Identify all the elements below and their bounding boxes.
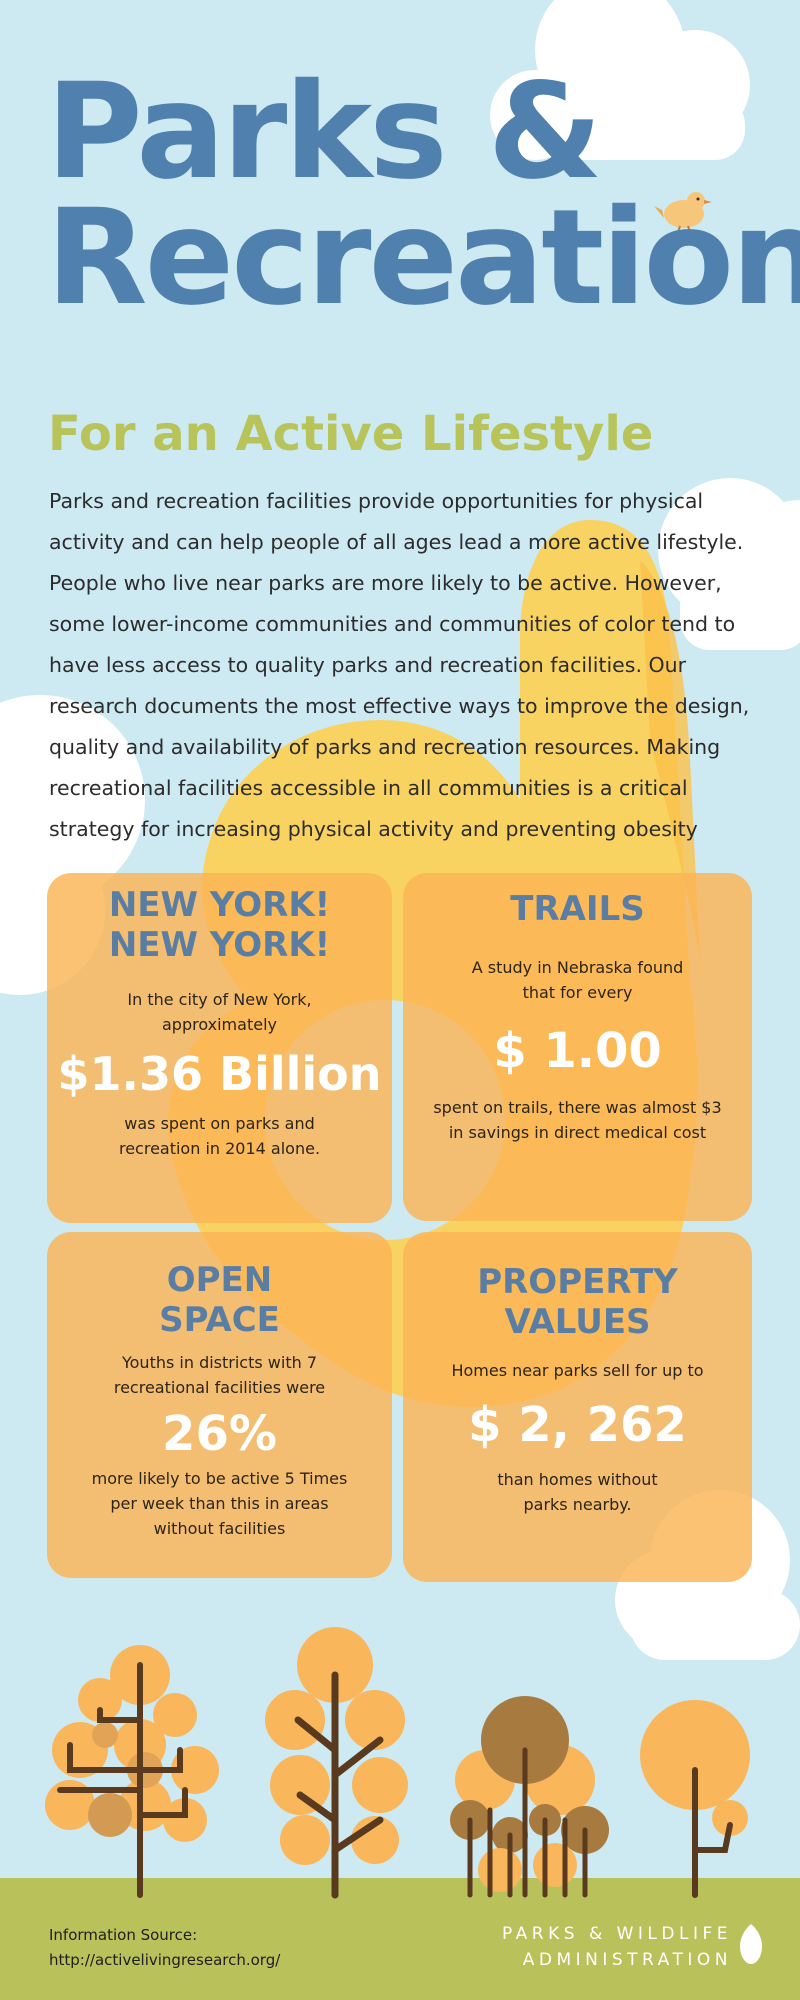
card-text-after: more likely to be active 5 Times per wee… <box>91 1469 348 1538</box>
card-new-york: NEW YORK! NEW YORK! In the city of New Y… <box>47 873 392 1223</box>
page-title-line-1: Parks & <box>46 55 603 209</box>
brand-line-1: PARKS & WILDLIFE <box>502 1924 732 1944</box>
card-stat: 26% <box>162 1406 277 1462</box>
tree-4 <box>640 1700 750 1898</box>
ground-strip <box>0 1878 800 2000</box>
card-text-before: A study in Nebraska found that for every <box>471 958 684 1002</box>
source-label: Information Source: <box>49 1926 198 1944</box>
card-text-before: Youths in districts with 7 recreational … <box>113 1353 326 1397</box>
brand-line-2: ADMINISTRATION <box>522 1950 732 1970</box>
card-text-before: In the city of New York, approximately <box>127 990 312 1034</box>
card-trails: TRAILS A study in Nebraska found that fo… <box>403 873 752 1221</box>
card-stat: $ 2, 262 <box>468 1397 687 1453</box>
trees-illustration <box>45 1627 750 1899</box>
card-title: OPEN SPACE <box>159 1260 280 1340</box>
source-url: http://activelivingresearch.org/ <box>49 1951 281 1969</box>
card-text-after: was spent on parks and recreation in 201… <box>118 1114 321 1158</box>
bird-icon <box>654 192 712 232</box>
intro-paragraph: Parks and recreation facilities provide … <box>49 489 750 841</box>
card-stat: $1.36 Billion <box>57 1047 382 1101</box>
page-title-line-2: Recreation <box>46 181 800 335</box>
card-title: PROPERTY VALUES <box>477 1262 678 1342</box>
card-title: TRAILS <box>510 889 645 929</box>
card-property-values: PROPERTY VALUES Homes near parks sell fo… <box>403 1232 752 1582</box>
cloud-top-right <box>490 0 750 160</box>
tree-3 <box>450 1696 609 1898</box>
card-text-after: than homes without parks nearby. <box>497 1470 658 1514</box>
card-title: NEW YORK! NEW YORK! <box>108 885 331 965</box>
acorn-logo-icon <box>740 1924 762 1964</box>
card-text-before: Homes near parks sell for up to <box>451 1361 704 1380</box>
card-open-space: OPEN SPACE Youths in districts with 7 re… <box>47 1232 392 1578</box>
section-heading: For an Active Lifestyle <box>48 406 654 462</box>
tree-1 <box>45 1645 219 1898</box>
tree-2 <box>265 1627 408 1899</box>
cloud-right-middle <box>658 478 800 650</box>
card-stat: $ 1.00 <box>493 1023 662 1079</box>
card-text-after: spent on trails, there was almost $3 in … <box>433 1098 722 1142</box>
